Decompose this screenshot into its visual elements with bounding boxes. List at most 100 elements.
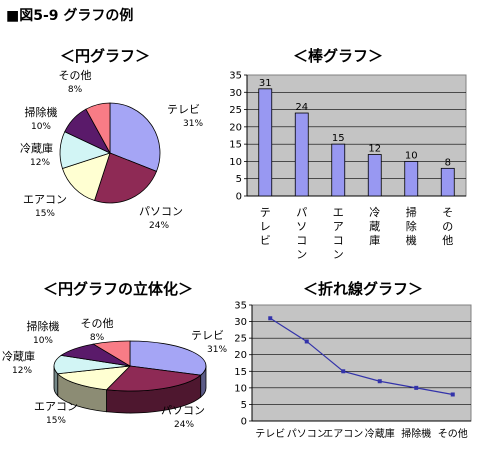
pie-value-label: 15% [35,209,55,219]
x-tick-label-char: コ [296,234,307,247]
series-line [269,317,453,396]
x-tick-label-char: 除 [406,219,417,233]
bar [404,161,419,197]
y-tick-label: 20 [234,350,247,361]
pie-slice [109,102,161,172]
x-tick-label-char: ン [296,248,307,261]
bar-data-label: 12 [368,144,381,155]
bar-data-label: 15 [332,133,345,144]
data-point [341,369,346,374]
pie-label: パソコン [139,205,183,218]
x-tick-label-char: エ [333,206,344,219]
x-tick-label-char: 他 [442,234,453,247]
pie3d-value-label: 10% [33,336,53,346]
pie3d-slice [105,365,202,392]
y-tick-label: 15 [234,367,247,378]
pie3d-chart: テレビ 31% パソコン 24% エアコン 15% 冷蔵庫 12% 掃除機 10% その他 8% [2,317,227,430]
line-chart-title: ＜折れ線グラフ＞ [303,280,423,298]
y-tick-label: 0 [241,417,247,428]
x-tick-label-char: 蔵 [369,220,380,233]
bar [440,167,455,197]
bar [367,154,382,197]
pie3d-value-label: 8% [90,333,105,343]
bar [258,88,273,197]
x-tick-label: テレビ [255,428,285,440]
pie-chart: テレビ 31% パソコン 24% エアコン 15% 冷蔵庫 12% 掃除機 10% その他 8% [20,69,203,231]
bar-data-label: 31 [259,78,272,89]
data-point [268,316,273,321]
pie-label: 掃除機 [25,105,58,119]
y-tick-label: 35 [229,71,242,82]
x-tick-label-char: コ [333,234,344,247]
pie-label: その他 [59,69,92,82]
x-tick-label: パソコン [287,428,327,440]
bar-data-label: 8 [445,157,451,168]
pie3d-value-label: 15% [46,416,66,426]
x-tick-label-char: ン [333,248,344,261]
bar-data-label: 24 [295,102,308,113]
x-tick-label-char: ビ [260,234,271,247]
x-tick-label-char: レ [260,220,271,233]
pie-value-label: 10% [31,122,51,132]
pie-label: テレビ [167,103,200,116]
y-tick-label: 25 [234,334,247,345]
figure-title: ■図5-9 グラフの例 [6,7,133,24]
pie-chart-title: ＜円グラフ＞ [60,47,150,65]
pie3d-slice [92,340,131,367]
y-tick-label: 30 [229,88,242,99]
pie3d-label: その他 [81,317,114,330]
pie-value-label: 8% [68,85,83,95]
data-point [450,392,455,397]
bar-chart-title: ＜棒グラフ＞ [293,47,383,65]
pie3d-value-label: 24% [174,420,194,430]
x-tick-label: その他 [438,427,468,440]
bar [331,143,346,197]
pie-label: 冷蔵庫 [20,141,53,155]
bar-chart: 0 5 10 15 20 25 30 35 31 テレビ 24 パソコン 15 エアコン 12 冷蔵庫 10 掃除… [229,71,467,261]
x-tick-label-char: テ [260,206,271,219]
data-point [304,339,309,344]
bar [294,112,309,197]
y-tick-label: 25 [229,105,242,116]
x-tick-label-char: 冷 [369,206,380,219]
bar-data-label: 10 [405,150,418,161]
x-tick-label-char: ソ [296,220,307,233]
x-tick-label: 掃除機 [401,427,431,440]
pie3d-label: テレビ [191,329,224,342]
y-tick-label: 20 [229,122,242,133]
pie3d-chart-title: ＜円グラフの立体化＞ [43,280,193,298]
x-tick-label-char: パ [296,206,307,219]
pie-slice [94,152,158,204]
y-tick-label: 10 [229,157,242,168]
plot-area [251,304,472,422]
pie3d-label: 冷蔵庫 [2,349,35,363]
y-tick-label: 5 [241,400,247,411]
pie3d-value-label: 31% [207,345,227,355]
data-point [377,379,382,384]
pie3d-label: パソコン [161,404,205,417]
pie3d-value-label: 12% [12,366,32,376]
x-tick-label-char: そ [442,206,453,219]
pie-value-label: 24% [149,221,169,231]
plot-area [246,74,467,197]
pie-slice [85,102,111,154]
pie-label: エアコン [23,193,67,206]
x-tick-label-char: 機 [406,233,417,247]
pie3d-label: 掃除機 [27,319,60,333]
y-tick-label: 15 [229,140,242,151]
y-tick-label: 0 [236,192,242,203]
x-tick-label-char: 掃 [406,205,417,219]
pie-value-label: 12% [30,158,50,168]
pie3d-slice [129,340,207,376]
data-point [414,385,419,390]
x-tick-label-char: ア [333,220,344,233]
x-tick-label-char: の [442,220,453,233]
pie-value-label: 31% [183,119,203,129]
x-tick-label: エアコン [323,429,363,440]
y-tick-label: 10 [234,383,247,394]
x-tick-label: 冷蔵庫 [365,427,395,440]
y-tick-label: 5 [236,174,242,185]
